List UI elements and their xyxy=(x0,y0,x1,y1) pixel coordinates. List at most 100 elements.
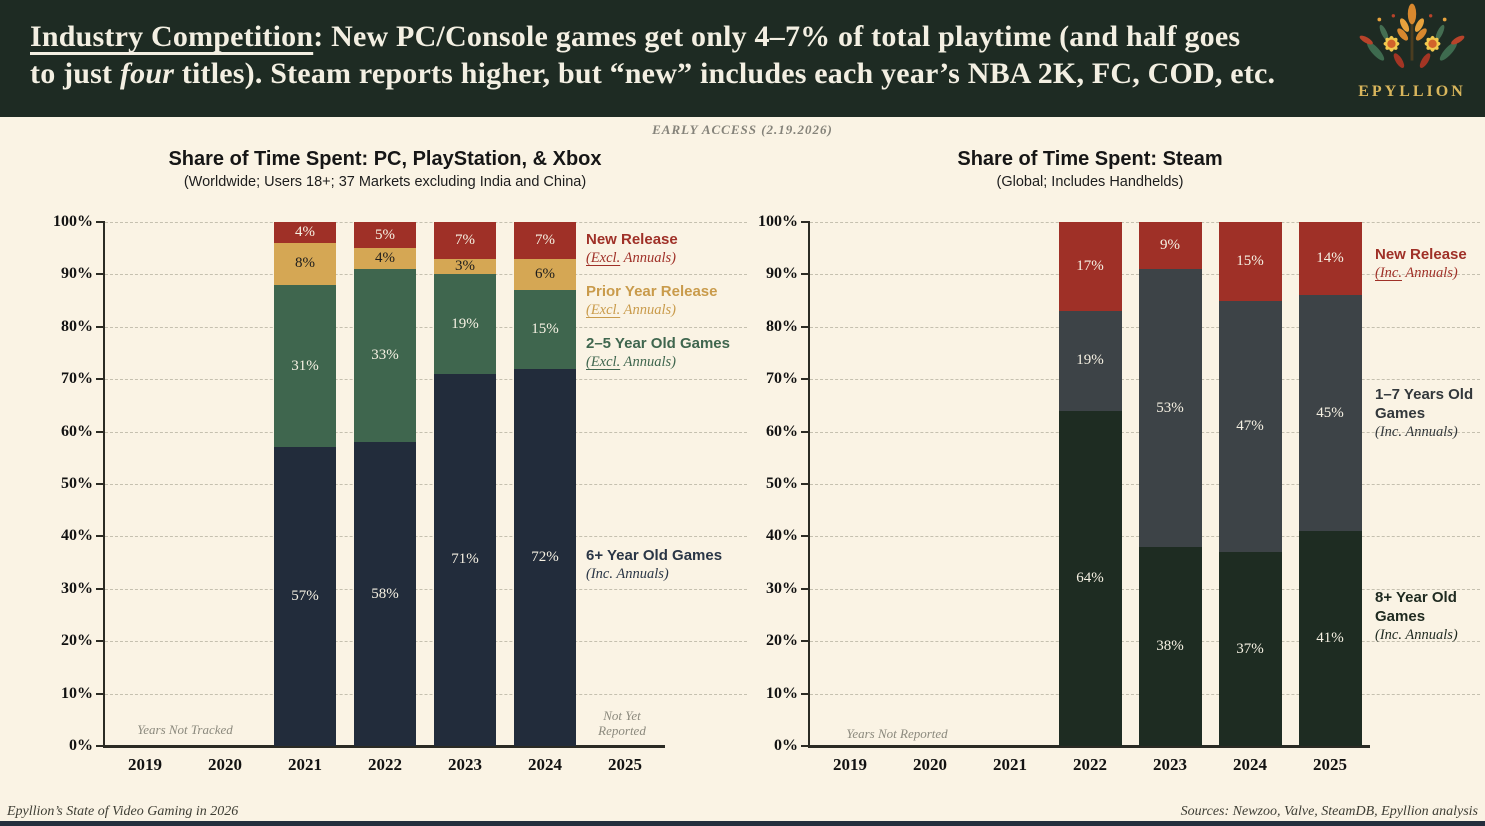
y-tick-mark xyxy=(801,273,810,276)
y-tick-label: 0% xyxy=(69,737,93,754)
bar-segment: 53% xyxy=(1138,269,1202,547)
header-title-line2: to just four titles). Steam reports high… xyxy=(30,55,1275,92)
bar-segment: 4% xyxy=(354,248,416,270)
y-tick-mark xyxy=(96,745,105,747)
bar-segment: 37% xyxy=(1218,552,1282,746)
y-tick-mark xyxy=(96,325,105,328)
bar-segment: 15% xyxy=(1218,222,1282,301)
chart-annotation: Not Yet Reported xyxy=(598,708,646,738)
chart-pc-console-title: Share of Time Spent: PC, PlayStation, & … xyxy=(168,148,602,170)
y-tick-label: 20% xyxy=(61,632,93,650)
gridline xyxy=(105,536,747,538)
footer-source-right: Sources: Newzoo, Valve, SteamDB, Epyllio… xyxy=(1180,804,1478,819)
gridline xyxy=(105,693,747,695)
y-tick-mark xyxy=(96,273,105,276)
bar-segment: 19% xyxy=(434,274,496,374)
x-axis-year-label: 2021 xyxy=(288,755,322,774)
gridline xyxy=(105,379,747,381)
y-tick-label: 60% xyxy=(766,422,798,440)
legend-entry: New Release (Inc. Annuals) xyxy=(1375,245,1485,283)
y-tick-label: 30% xyxy=(766,579,798,597)
y-tick-label: 100% xyxy=(758,213,798,230)
y-tick-label: 50% xyxy=(766,475,798,492)
y-tick-mark xyxy=(96,483,105,485)
epyllion-logo: EPYLLION xyxy=(1351,2,1473,101)
x-axis-year-label: 2021 xyxy=(993,755,1027,774)
bar-segment: 3% xyxy=(434,258,496,275)
x-axis-year-label: 2019 xyxy=(833,755,867,774)
chart-steam: Share of Time Spent: Steam (Global; Incl… xyxy=(755,145,1485,790)
y-tick-mark xyxy=(801,535,810,538)
gridline xyxy=(105,274,747,276)
y-tick-label: 0% xyxy=(774,737,798,754)
y-tick-mark xyxy=(96,692,105,695)
bar-segment: 7% xyxy=(514,222,576,259)
gridline xyxy=(105,641,747,643)
bar-segment: 58% xyxy=(354,442,416,746)
bar-segment: 33% xyxy=(354,269,416,443)
chart-pc-console-subtitle: (Worldwide; Users 18+; 37 Markets exclud… xyxy=(183,174,587,190)
chart-pc-console: Share of Time Spent: PC, PlayStation, & … xyxy=(40,145,760,790)
header-title: Industry Competition: New PC/Console gam… xyxy=(30,18,1275,92)
legend-qualifier-underlined: (Excl. xyxy=(586,250,621,266)
y-tick-mark xyxy=(801,430,810,433)
y-tick-mark xyxy=(801,221,810,223)
bar-segment: 5% xyxy=(354,222,416,249)
header-title-line2-post: titles). Steam reports higher, but “new”… xyxy=(174,57,1276,90)
legend-qualifier-underlined: (Excl. xyxy=(586,354,621,370)
y-tick-label: 80% xyxy=(766,317,798,335)
x-axis-year-label: 2022 xyxy=(368,755,402,774)
legend-entry: 6+ Year Old Games (Inc. Annuals) xyxy=(586,546,766,584)
bottom-accent-bar xyxy=(0,821,1485,826)
chart-steam-title: Share of Time Spent: Steam xyxy=(957,148,1223,170)
legend-qualifier-underlined: (Excl. xyxy=(586,302,621,318)
y-tick-label: 90% xyxy=(61,265,93,283)
chart-annotation: Years Not Reported xyxy=(846,726,948,741)
y-tick-mark xyxy=(96,587,105,590)
y-tick-label: 70% xyxy=(766,370,798,388)
y-tick-label: 80% xyxy=(61,317,93,335)
early-access-label: EARLY ACCESS (2.19.2026) xyxy=(652,122,833,137)
x-axis-year-label: 2022 xyxy=(1073,755,1107,774)
y-tick-mark xyxy=(801,640,810,643)
bar-segment: 72% xyxy=(514,368,576,746)
y-tick-label: 60% xyxy=(61,422,93,440)
x-axis-line xyxy=(808,745,1370,748)
y-tick-label: 70% xyxy=(61,370,93,388)
header-title-lead: Industry Competition xyxy=(30,20,314,53)
y-tick-label: 20% xyxy=(766,632,798,650)
x-axis-year-label: 2024 xyxy=(1233,755,1267,774)
gridline xyxy=(105,326,747,328)
y-axis-line xyxy=(103,222,105,746)
header-title-line1: Industry Competition: New PC/Console gam… xyxy=(30,18,1275,55)
bar-segment: 41% xyxy=(1298,531,1362,746)
legend-label: New Release xyxy=(586,231,678,248)
y-tick-mark xyxy=(801,378,810,381)
x-axis-year-label: 2025 xyxy=(1313,755,1347,774)
legend-qualifier: (Excl. Annuals) xyxy=(586,302,676,318)
y-tick-label: 100% xyxy=(53,213,93,230)
gridline xyxy=(105,431,747,433)
logo-flowers-icon xyxy=(1359,3,1465,68)
y-axis-line xyxy=(808,222,810,746)
legend-entry: 2–5 Year Old Games (Excl. Annuals) xyxy=(586,334,766,372)
bar-segment: 19% xyxy=(1058,311,1122,411)
gridline xyxy=(105,484,747,485)
bar-segment: 6% xyxy=(514,258,576,291)
header-title-line2-italic: four xyxy=(119,57,175,90)
y-tick-mark xyxy=(801,745,810,747)
y-tick-label: 40% xyxy=(61,527,93,545)
y-tick-label: 10% xyxy=(766,684,798,702)
logo-wordmark: EPYLLION xyxy=(1358,83,1466,100)
y-tick-label: 30% xyxy=(61,579,93,597)
y-tick-mark xyxy=(801,483,810,485)
chart-steam-subtitle: (Global; Includes Handhelds) xyxy=(996,174,1184,190)
y-tick-label: 10% xyxy=(61,684,93,702)
x-axis-year-label: 2025 xyxy=(608,755,642,774)
x-axis-year-label: 2023 xyxy=(1153,755,1187,774)
gridline xyxy=(105,222,747,223)
y-tick-mark xyxy=(96,430,105,433)
bar-segment: 15% xyxy=(514,290,576,369)
y-tick-mark xyxy=(801,325,810,328)
